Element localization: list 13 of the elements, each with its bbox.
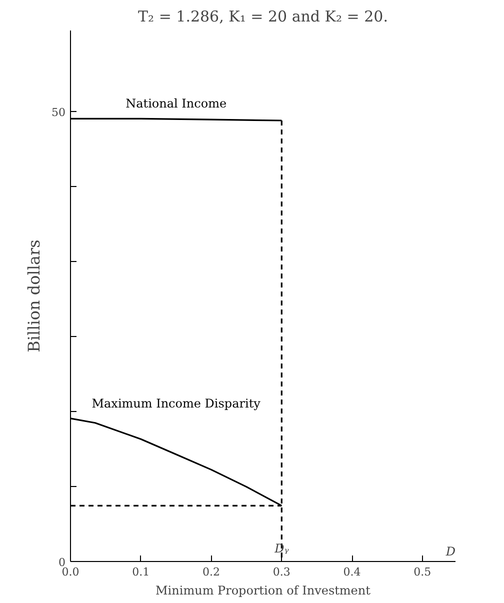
y-tick-label: 50 [52, 106, 66, 119]
x-tick-label: 0.3 [272, 566, 290, 578]
x-axis-title: Minimum Proportion of Investment [156, 584, 371, 598]
x-tick-label: 0.2 [202, 566, 220, 578]
x-tick-label: 0.1 [132, 566, 150, 578]
annotation: D [444, 544, 456, 558]
x-tick-label: 0.4 [343, 566, 361, 578]
chart-title: T₂ = 1.286, K₁ = 20 and K₂ = 20. [138, 8, 388, 26]
x-tick-label: 0.5 [414, 566, 432, 578]
legend-label: Maximum Income Disparity [92, 396, 261, 410]
y-axis-title: Billion dollars [24, 240, 44, 352]
annotation: Dᵧ [274, 542, 290, 556]
series-label: National Income [126, 96, 227, 111]
